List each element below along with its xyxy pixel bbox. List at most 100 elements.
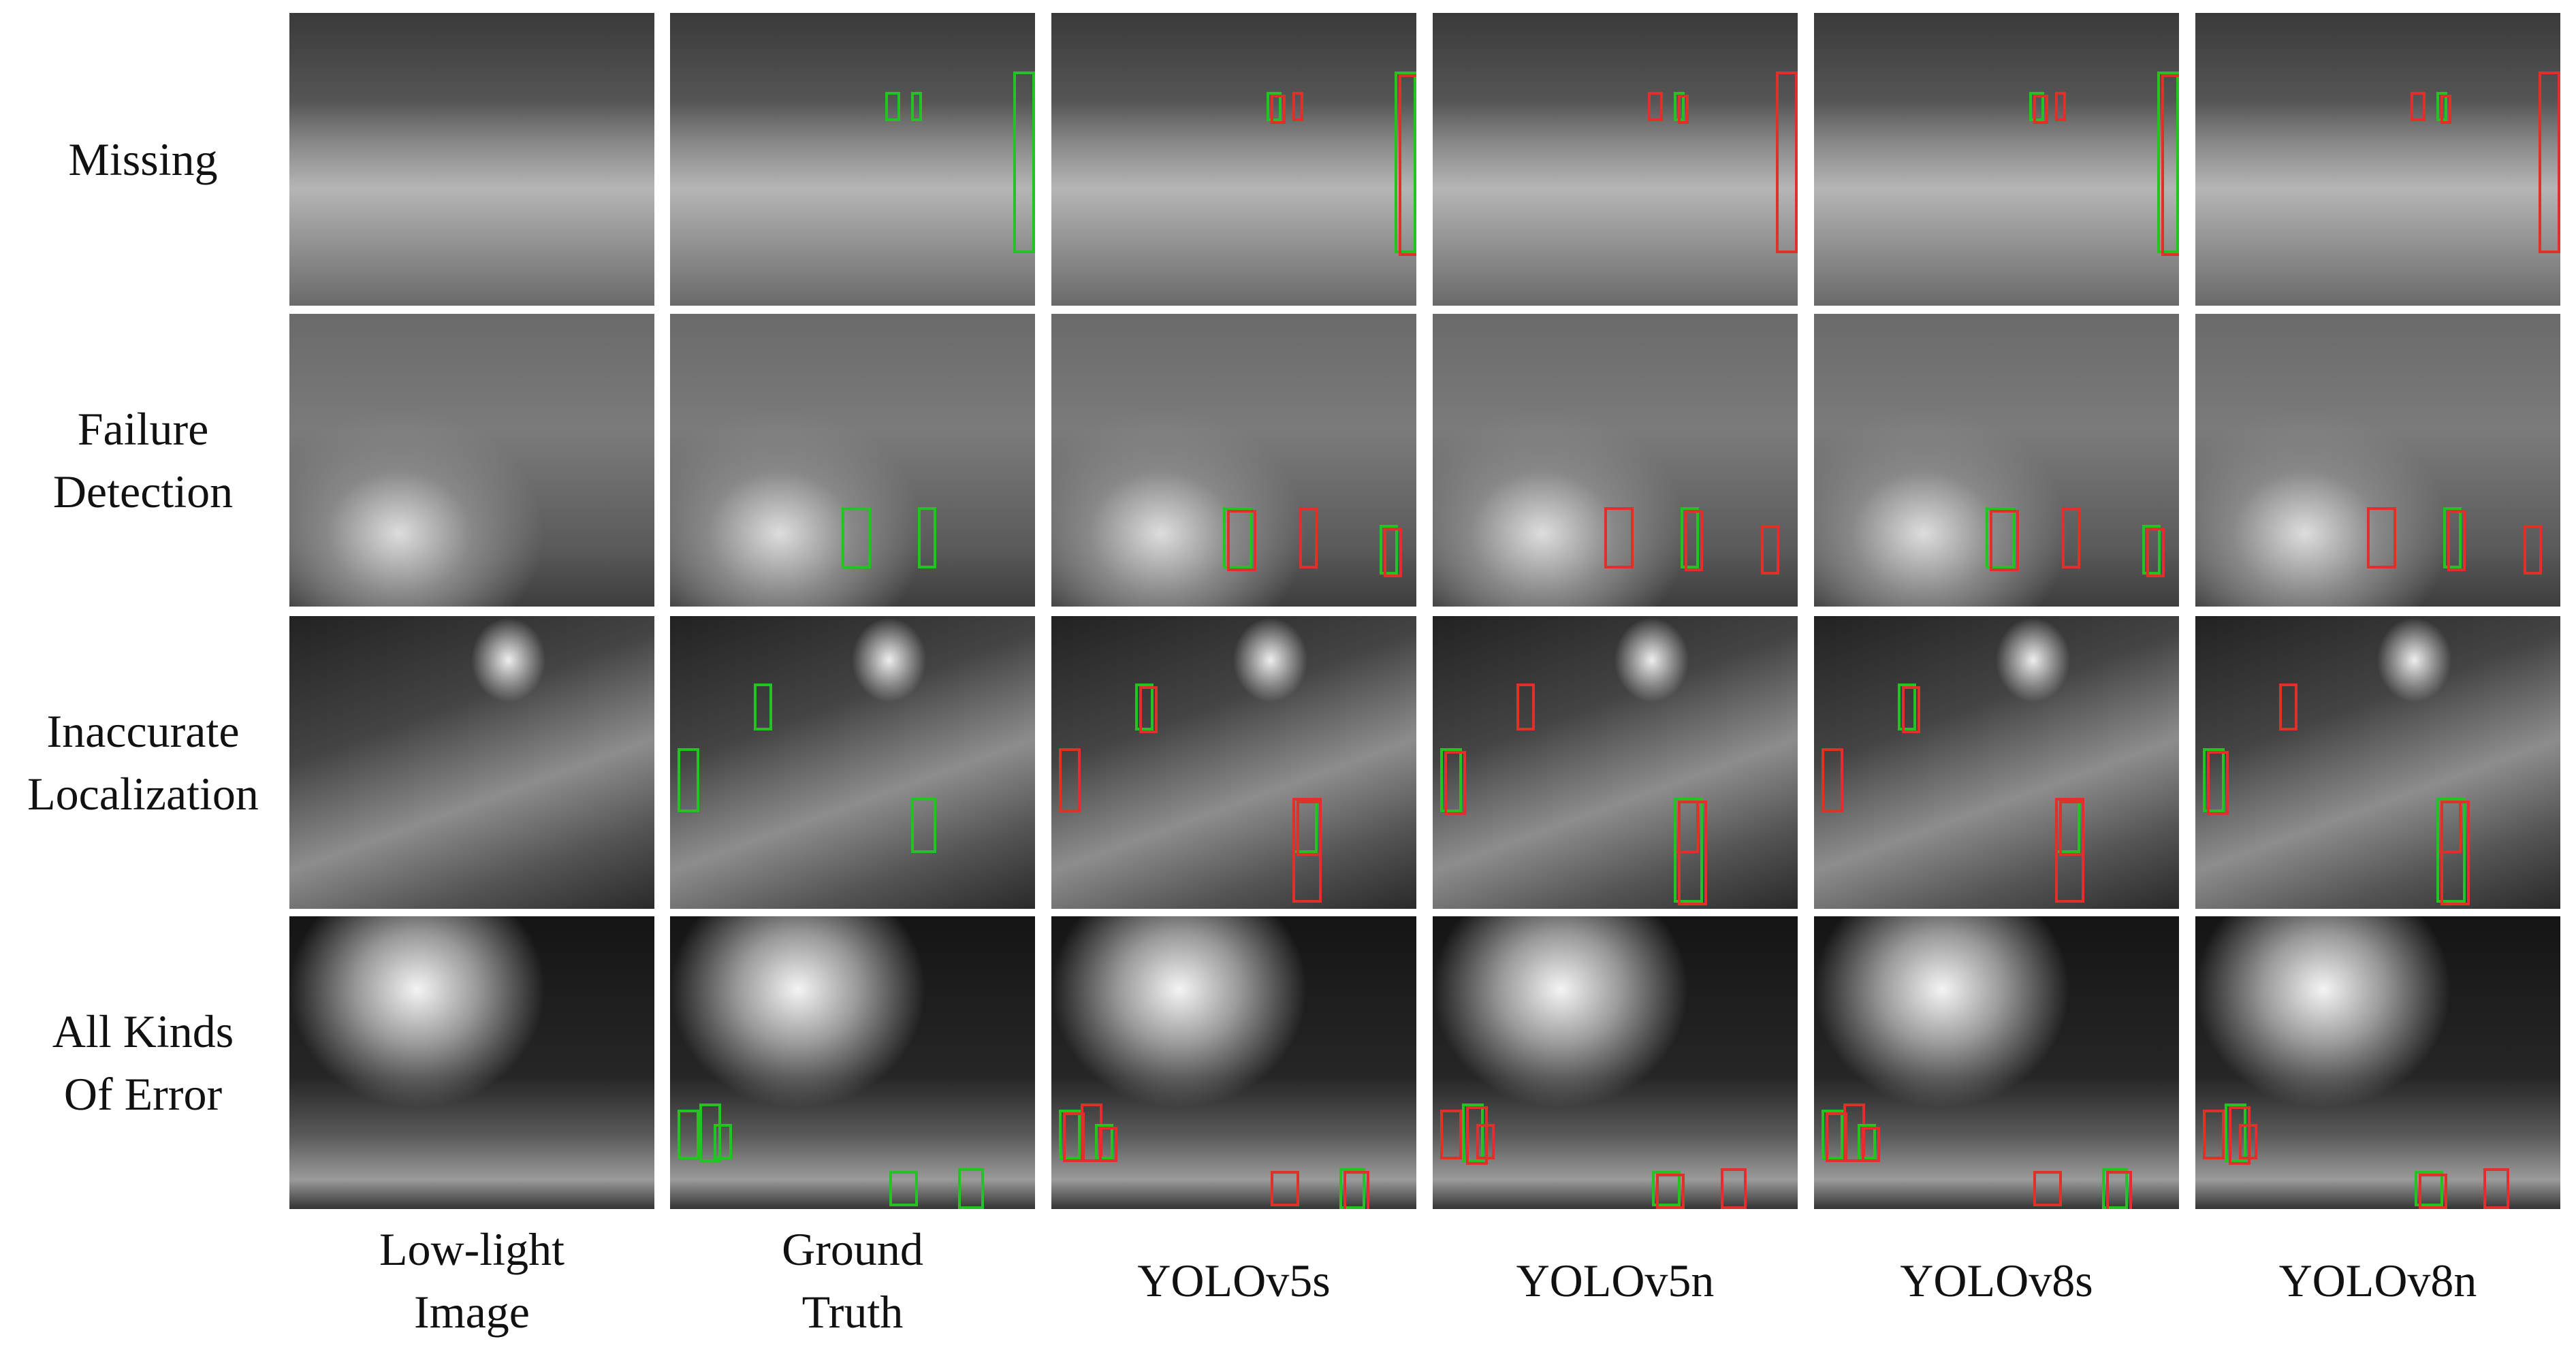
label-line: Ground (782, 1223, 923, 1275)
label-line: All Kinds (52, 1005, 234, 1057)
label-line: Low-light (379, 1223, 565, 1275)
detection-box (2436, 797, 2466, 903)
row-label: Inaccurate Localization (0, 616, 286, 909)
detection-box (1461, 1104, 1484, 1163)
detection-box (1058, 1109, 1081, 1159)
row-label: Missing (0, 13, 286, 306)
detection-box (1394, 71, 1416, 253)
image-tile (670, 13, 1035, 306)
detection-box (2102, 1168, 2128, 1209)
detection-box (2161, 74, 2179, 256)
detection-box (2411, 92, 2426, 122)
image-tile (670, 616, 1035, 909)
image-tile (1814, 314, 2179, 607)
detection-box (677, 747, 699, 813)
image-tile (1051, 13, 1416, 306)
detection-box (2142, 524, 2161, 575)
detection-box (910, 797, 937, 854)
detection-box (2054, 92, 2066, 122)
detection-box (2146, 527, 2165, 577)
detection-box (2440, 800, 2470, 906)
detection-box (2366, 506, 2396, 569)
label-line: Detection (52, 466, 234, 517)
detection-box (1604, 506, 1634, 569)
image-tile (1051, 616, 1416, 909)
image-tile (670, 916, 1035, 1209)
image-tile (1051, 314, 1416, 607)
detection-box (1685, 509, 1704, 572)
image-tile (289, 314, 654, 607)
label-line: Localization (27, 768, 259, 820)
label-line: YOLOv8s (1900, 1255, 2093, 1306)
column-label: YOLOv8s (1814, 1216, 2179, 1345)
detection-box (2202, 747, 2225, 813)
label-line: Image (414, 1286, 530, 1338)
detection-box (2279, 683, 2298, 730)
detection-box (841, 506, 871, 569)
row-label: Failure Detection (0, 314, 286, 607)
detection-box (1651, 1171, 1681, 1206)
detection-box (2418, 1174, 2448, 1209)
detection-box (1222, 506, 1252, 569)
image-tile (1433, 916, 1798, 1209)
detection-box (885, 92, 900, 122)
detection-box (1398, 74, 1416, 256)
label-line: Of Error (63, 1068, 223, 1120)
detection-box (2414, 1171, 2444, 1206)
image-tile (1433, 314, 1798, 607)
detection-box (2106, 1170, 2132, 1209)
detection-box (677, 1109, 699, 1159)
detection-box (2524, 524, 2543, 575)
label-line: YOLOv5n (1516, 1255, 1715, 1306)
detection-box (1761, 524, 1780, 575)
detection-box (1821, 1109, 1843, 1159)
detection-box (1673, 797, 1703, 903)
image-tile (670, 314, 1035, 607)
detection-box (1858, 1124, 1877, 1159)
detection-box (1292, 797, 1322, 903)
image-tile (1433, 13, 1798, 306)
image-tile (1814, 916, 2179, 1209)
detection-box (958, 1168, 984, 1209)
detection-box (918, 506, 937, 569)
detection-box (2228, 1106, 2251, 1165)
label-line: YOLOv8n (2278, 1255, 2477, 1306)
label-line: Missing (68, 133, 218, 185)
image-tile (1051, 916, 1416, 1209)
detection-box (2440, 95, 2451, 125)
label-line: Truth (801, 1286, 904, 1338)
detection-box (1821, 747, 1843, 813)
detection-box (1902, 686, 1921, 733)
detection-box (1339, 1168, 1365, 1209)
detection-box (1135, 683, 1154, 730)
detection-box (1095, 1124, 1114, 1159)
detection-box (2224, 1104, 2247, 1163)
image-tile (2195, 616, 2560, 909)
detection-box (1271, 95, 1286, 125)
detection-box (2033, 95, 2048, 125)
detection-box (1384, 527, 1403, 577)
detection-box (1465, 1106, 1489, 1165)
detection-box (1299, 506, 1318, 569)
detection-box (1655, 1174, 1685, 1209)
detection-box (2062, 506, 2081, 569)
detection-box (2054, 797, 2084, 903)
detection-box (1681, 506, 1700, 569)
detection-box (1516, 683, 1536, 730)
detection-box (910, 92, 922, 122)
image-tile (1814, 616, 2179, 909)
detection-box (1270, 1171, 1300, 1206)
detection-box (1444, 750, 1466, 816)
row-label: All Kinds Of Error (0, 916, 286, 1209)
label-line: Inaccurate (46, 705, 240, 757)
detection-box (2483, 1168, 2509, 1209)
column-label: YOLOv5s (1051, 1216, 1416, 1345)
detection-box (1013, 71, 1035, 253)
detection-box (1440, 747, 1462, 813)
detection-box (1139, 686, 1158, 733)
detection-box (2239, 1124, 2258, 1159)
detection-box (1985, 506, 2015, 569)
detection-box (699, 1104, 722, 1163)
image-tile (2195, 314, 2560, 607)
